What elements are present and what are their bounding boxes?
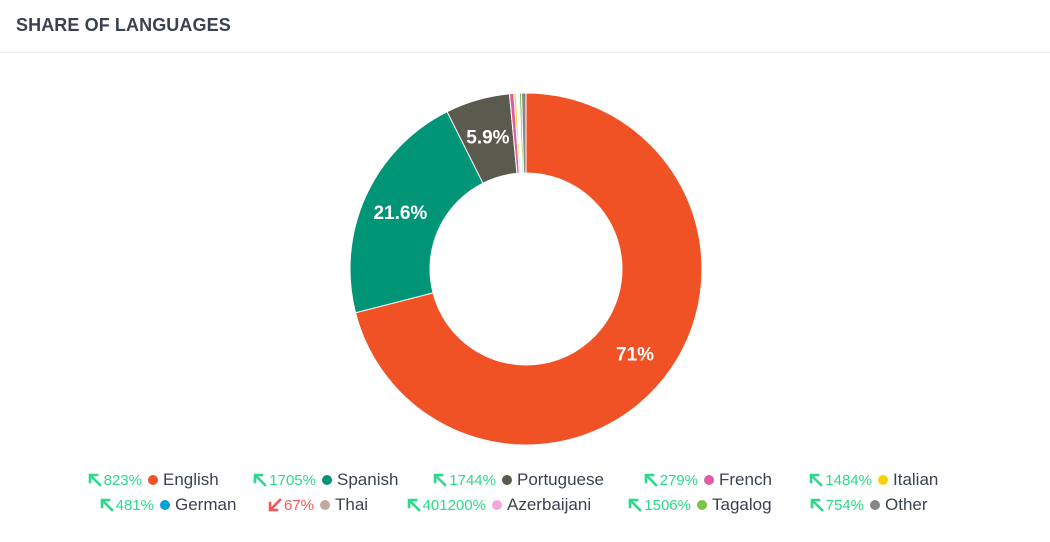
- legend-item-german[interactable]: 481% German: [94, 494, 236, 516]
- trend-value: 1484%: [825, 471, 872, 489]
- legend-color-dot: [160, 500, 170, 510]
- legend-label: English: [163, 470, 219, 489]
- legend-color-dot: [320, 500, 330, 510]
- slice-label-english: 71%: [616, 345, 654, 366]
- legend-color-dot: [697, 500, 707, 510]
- legend-label: Thai: [335, 495, 369, 514]
- trend-value: 1744%: [449, 471, 496, 489]
- legend-item-other[interactable]: 754% Other: [806, 494, 928, 516]
- trend-change: 279%: [640, 472, 698, 489]
- slice-english[interactable]: [354, 92, 703, 446]
- legend-item-italian[interactable]: 1484% Italian: [806, 469, 938, 491]
- arrow-up-left-icon: [809, 473, 824, 487]
- trend-change: 754%: [806, 497, 864, 514]
- legend-label: Spanish: [337, 470, 399, 489]
- legend-label: French: [719, 470, 772, 489]
- trend-value: 1506%: [644, 496, 691, 514]
- legend-label: Tagalog: [712, 495, 772, 514]
- trend-change: 67%: [266, 497, 314, 514]
- trend-change: 1484%: [806, 472, 872, 489]
- arrow-up-left-icon: [810, 498, 824, 512]
- trend-value: 67%: [283, 496, 314, 514]
- trend-change: 481%: [94, 497, 154, 514]
- legend-label: Portuguese: [517, 470, 604, 489]
- trend-change: 401200%: [400, 497, 486, 514]
- legend-item-english[interactable]: 823% English: [82, 469, 219, 491]
- arrow-up-left-icon: [644, 473, 658, 487]
- arrow-up-left-icon: [253, 473, 268, 487]
- legend-color-dot: [878, 475, 888, 485]
- slice-spanish[interactable]: [349, 111, 484, 314]
- legend-color-dot: [870, 500, 880, 510]
- donut-chart: 71% 21.6% 5.9%: [349, 92, 703, 446]
- trend-value: 754%: [825, 496, 864, 514]
- slice-label-spanish: 21.6%: [373, 203, 427, 224]
- trend-value: 1705%: [269, 471, 316, 489]
- legend-color-dot: [148, 475, 158, 485]
- legend-color-dot: [704, 475, 714, 485]
- legend-row: 481% German 67% Thai 401200% Azerbaijani 1506%…: [0, 494, 1050, 516]
- slice-label-portuguese: 5.9%: [466, 127, 509, 148]
- trend-value: 823%: [103, 471, 142, 489]
- legend-item-azerbaijani[interactable]: 401200% Azerbaijani: [400, 494, 591, 516]
- arrow-up-left-icon: [88, 473, 102, 487]
- trend-value: 279%: [659, 471, 698, 489]
- legend-color-dot: [492, 500, 502, 510]
- legend-item-spanish[interactable]: 1705% Spanish: [250, 469, 398, 491]
- trend-change: 1506%: [625, 497, 691, 514]
- legend-row: 823% English 1705% Spanish 1744% Portuguese 27…: [0, 469, 1050, 491]
- legend-label: Italian: [893, 470, 939, 489]
- chart-title: SHARE OF LANGUAGES: [16, 15, 231, 35]
- legend-color-dot: [502, 475, 512, 485]
- trend-change: 1705%: [250, 472, 316, 489]
- legend-label: German: [175, 495, 237, 514]
- trend-change: 823%: [82, 472, 142, 489]
- trend-value: 481%: [115, 496, 154, 514]
- arrow-up-left-icon: [100, 498, 114, 512]
- legend-label: Other: [885, 495, 928, 514]
- legend-label: Azerbaijani: [507, 495, 592, 514]
- arrow-down-left-icon: [268, 498, 282, 512]
- trend-change: 1744%: [430, 472, 496, 489]
- arrow-up-left-icon: [407, 498, 421, 512]
- legend-item-french[interactable]: 279% French: [640, 469, 772, 491]
- slice-other[interactable]: [521, 92, 527, 174]
- legend-item-thai[interactable]: 67% Thai: [266, 494, 368, 516]
- legend-color-dot: [322, 475, 332, 485]
- arrow-up-left-icon: [628, 498, 643, 512]
- arrow-up-left-icon: [433, 473, 448, 487]
- legend-item-tagalog[interactable]: 1506% Tagalog: [625, 494, 772, 516]
- legend-item-portuguese[interactable]: 1744% Portuguese: [430, 469, 604, 491]
- chart-header: SHARE OF LANGUAGES: [0, 0, 1050, 53]
- trend-value: 401200%: [422, 496, 486, 514]
